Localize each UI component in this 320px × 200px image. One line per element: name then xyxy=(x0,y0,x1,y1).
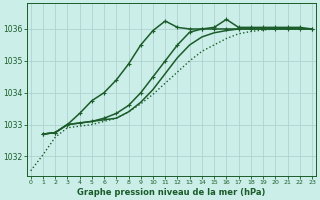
X-axis label: Graphe pression niveau de la mer (hPa): Graphe pression niveau de la mer (hPa) xyxy=(77,188,266,197)
